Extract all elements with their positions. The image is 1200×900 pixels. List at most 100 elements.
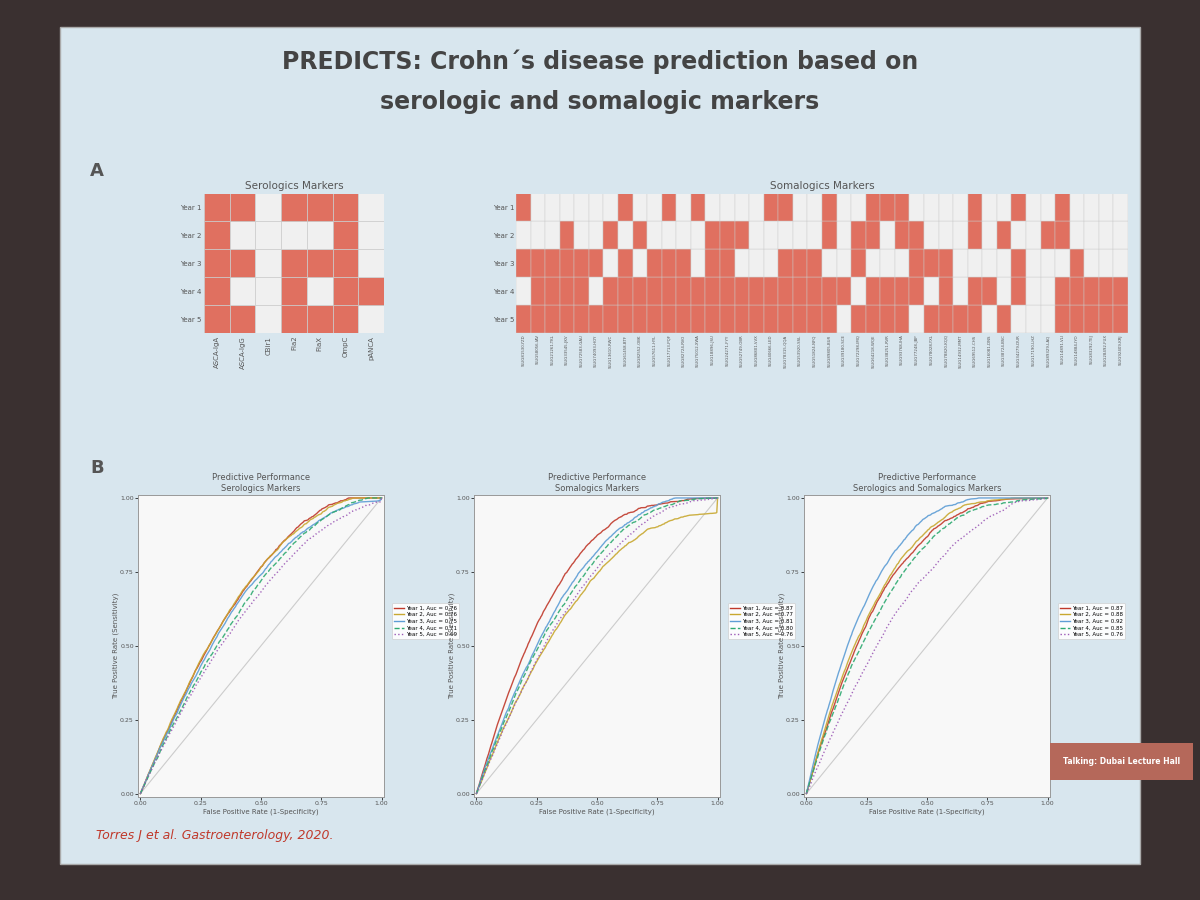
Bar (808, 249, 822, 277)
Bar (1099, 221, 1114, 249)
Bar (516, 221, 530, 249)
Bar (910, 305, 924, 333)
Bar (691, 221, 706, 249)
Bar (836, 221, 851, 249)
Bar (677, 305, 691, 333)
Bar (836, 277, 851, 305)
Bar (647, 221, 661, 249)
Bar (575, 305, 589, 333)
Bar (1026, 194, 1040, 221)
Bar (983, 277, 997, 305)
Title: Predictive Performance
Serologics and Somalogics Markers: Predictive Performance Serologics and So… (853, 473, 1001, 493)
Bar (836, 194, 851, 221)
Bar (822, 249, 836, 277)
Bar (763, 221, 779, 249)
Bar (677, 221, 691, 249)
Bar (763, 249, 779, 277)
Bar (1085, 305, 1099, 333)
Bar (1012, 221, 1026, 249)
Title: Somalogics Markers: Somalogics Markers (769, 181, 875, 192)
Bar (332, 305, 359, 333)
Bar (851, 221, 865, 249)
Bar (1099, 249, 1114, 277)
Bar (1114, 277, 1128, 305)
Bar (229, 305, 256, 333)
Bar (734, 249, 749, 277)
Bar (1069, 249, 1085, 277)
Bar (618, 305, 632, 333)
Bar (618, 221, 632, 249)
Bar (938, 194, 953, 221)
Bar (734, 305, 749, 333)
Bar (530, 305, 545, 333)
Title: Predictive Performance
Somalogics Markers: Predictive Performance Somalogics Marker… (548, 473, 646, 493)
Bar (661, 305, 677, 333)
Bar (530, 277, 545, 305)
Bar (1085, 277, 1099, 305)
Bar (1012, 305, 1026, 333)
Bar (589, 277, 604, 305)
Bar (647, 249, 661, 277)
Bar (229, 194, 256, 221)
Bar (938, 221, 953, 249)
Bar (851, 194, 865, 221)
Text: Torres J et al. Gastroenterology, 2020.: Torres J et al. Gastroenterology, 2020. (96, 829, 334, 842)
Bar (865, 249, 881, 277)
Bar (632, 194, 647, 221)
Bar (332, 277, 359, 305)
Bar (881, 305, 895, 333)
Bar (618, 249, 632, 277)
Bar (1069, 305, 1085, 333)
Bar (720, 277, 734, 305)
Bar (749, 277, 763, 305)
X-axis label: False Positive Rate (1-Specificity): False Positive Rate (1-Specificity) (869, 808, 985, 814)
Bar (516, 305, 530, 333)
Bar (910, 194, 924, 221)
Bar (530, 249, 545, 277)
Bar (851, 305, 865, 333)
Bar (1012, 277, 1026, 305)
Bar (1085, 194, 1099, 221)
Bar (881, 221, 895, 249)
Bar (604, 194, 618, 221)
Bar (953, 249, 967, 277)
Bar (1026, 305, 1040, 333)
Bar (618, 194, 632, 221)
Bar (1012, 249, 1026, 277)
Bar (779, 277, 793, 305)
Bar (865, 305, 881, 333)
Bar (836, 305, 851, 333)
Bar (281, 221, 307, 249)
Bar (1085, 221, 1099, 249)
Bar (793, 277, 808, 305)
Bar (691, 194, 706, 221)
Bar (1040, 277, 1055, 305)
Bar (734, 194, 749, 221)
Bar (706, 277, 720, 305)
Bar (589, 194, 604, 221)
Bar (1069, 221, 1085, 249)
Bar (793, 221, 808, 249)
Bar (997, 194, 1012, 221)
Bar (1055, 221, 1069, 249)
Bar (204, 194, 229, 221)
Bar (256, 249, 281, 277)
Title: Predictive Performance
Serologics Markers: Predictive Performance Serologics Marker… (212, 473, 310, 493)
Bar (793, 305, 808, 333)
Bar (808, 277, 822, 305)
Bar (229, 277, 256, 305)
Bar (1085, 249, 1099, 277)
Title: Serologics Markers: Serologics Markers (245, 181, 343, 192)
Bar (1099, 194, 1114, 221)
Bar (967, 194, 983, 221)
Bar (204, 277, 229, 305)
Bar (1040, 249, 1055, 277)
Bar (1055, 249, 1069, 277)
Bar (575, 249, 589, 277)
Bar (691, 277, 706, 305)
Bar (516, 194, 530, 221)
Bar (559, 194, 575, 221)
Bar (307, 221, 332, 249)
Bar (1099, 305, 1114, 333)
Bar (204, 305, 229, 333)
